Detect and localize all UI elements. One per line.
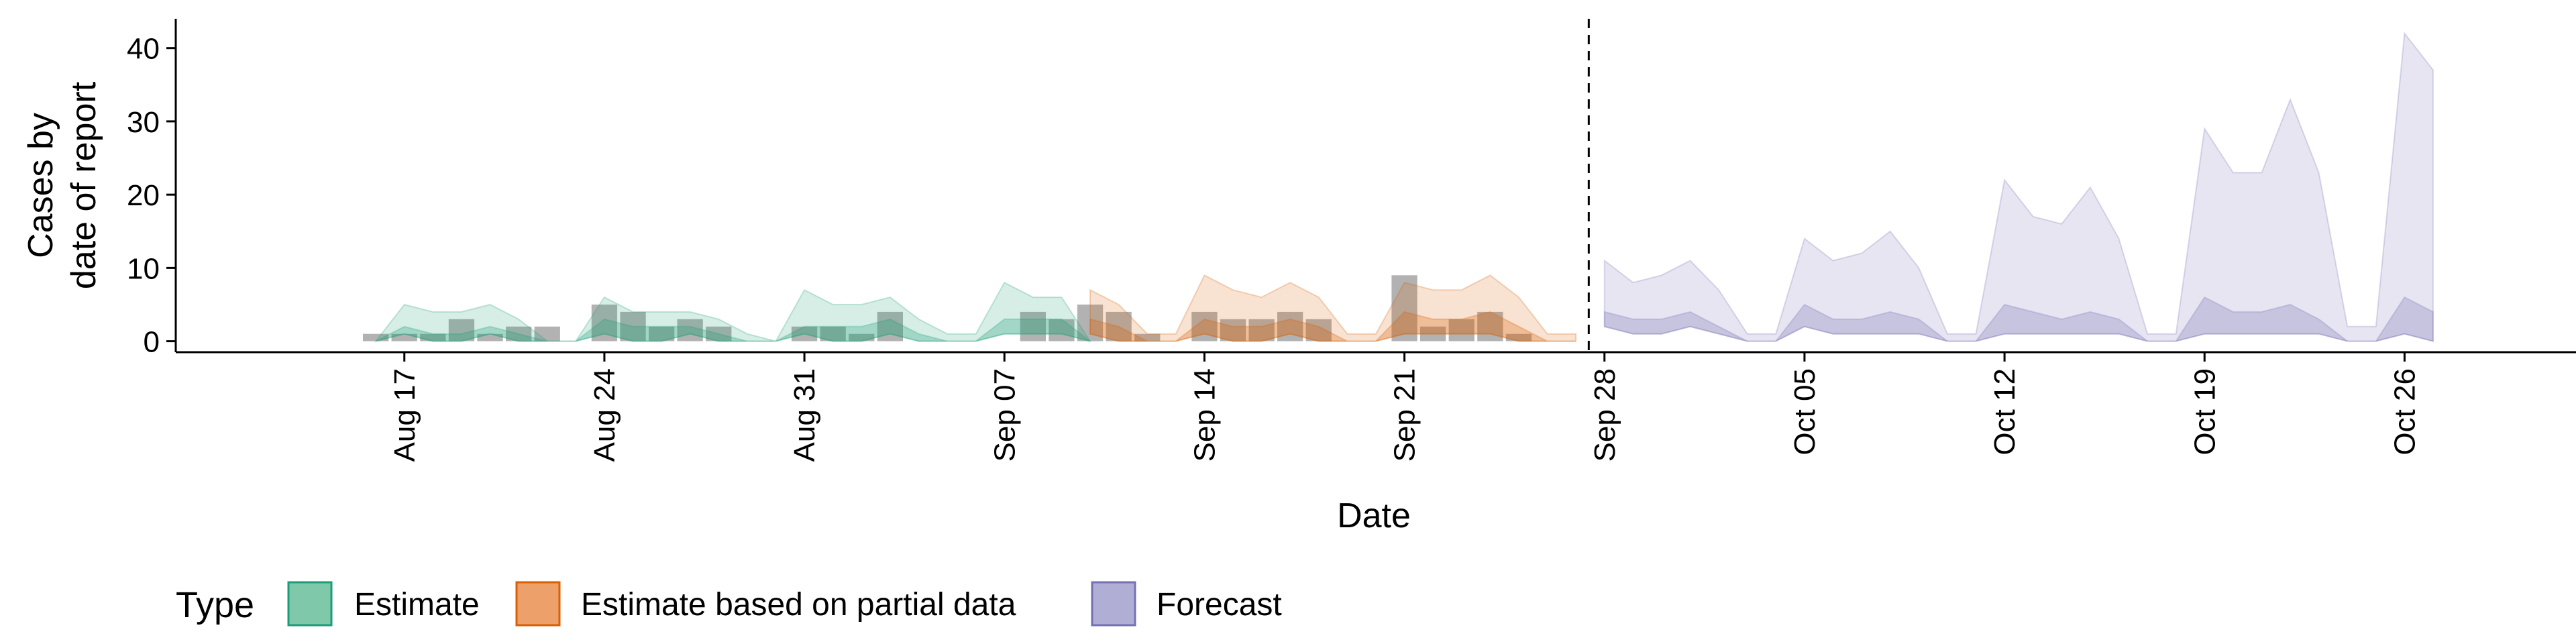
reported-cases-bar (1477, 311, 1503, 341)
reported-cases-bar (849, 333, 875, 341)
reported-cases-bar (591, 305, 618, 341)
reported-cases-bar (1505, 333, 1532, 341)
reported-cases-bar (506, 326, 532, 341)
reported-cases-bar (534, 326, 560, 341)
legend-key-partial (515, 581, 561, 627)
reported-cases-bar (1191, 311, 1218, 341)
y-axis-title: Cases by date of report (21, 81, 103, 289)
x-tick-label: Oct 05 (1788, 368, 1821, 455)
reported-cases-bar (477, 333, 503, 341)
reported-cases-bar (1391, 275, 1417, 341)
x-tick-label: Oct 19 (2188, 368, 2221, 455)
x-axis-title: Date (1337, 496, 1411, 535)
reported-cases-bar (1077, 305, 1104, 341)
x-tick-label: Sep 07 (988, 368, 1021, 462)
forecast-inner-band (1603, 296, 2434, 342)
x-tick-label: Oct 26 (2388, 368, 2421, 455)
reported-cases-bar (706, 326, 732, 341)
reported-cases-bar (420, 333, 446, 341)
x-tick-label: Sep 21 (1389, 368, 1421, 462)
estimate-outer-band (374, 281, 1092, 343)
reported-cases-bar (1248, 319, 1275, 341)
reported-cases-bar (391, 333, 417, 341)
reported-cases-bar (649, 326, 675, 341)
y-axis-title-line-2: date of report (64, 81, 103, 289)
estimate-inner-band (375, 318, 1091, 342)
reported-cases-bar (363, 333, 389, 341)
x-tick-label: Aug 24 (588, 368, 621, 462)
estimate-based-on-partial-data-outer-band (1089, 274, 1577, 342)
reported-cases-bar (1277, 311, 1303, 341)
reported-cases-bar (1420, 326, 1446, 341)
legend-title: Type (176, 585, 254, 625)
y-tick-label: 10 (127, 252, 160, 285)
y-tick-label: 0 (144, 326, 160, 359)
reported-cases-bar (877, 311, 903, 341)
reported-cases-bar (791, 326, 818, 341)
x-tick-label: Sep 28 (1589, 368, 1621, 462)
reported-cases-bar (1305, 319, 1332, 341)
legend-key-estimate (287, 581, 333, 627)
x-tick-label: Oct 12 (1988, 368, 2021, 455)
reported-cases-bar (448, 319, 475, 341)
y-axis-title-line-1: Cases by (21, 113, 60, 258)
x-tick-label: Aug 17 (388, 368, 421, 462)
reported-cases-bar (677, 319, 703, 341)
axes: 0 10 20 30 40 Aug 17 Aug 24 Aug 31 Sep 07 Sep 14 S… (127, 19, 2576, 462)
reported-cases-bar (1020, 311, 1046, 341)
legend-key-forecast (1091, 581, 1136, 627)
estimate-based-on-partial-data-inner-band (1089, 311, 1576, 342)
reported-cases-bar (1220, 319, 1246, 341)
y-tick-label: 20 (127, 179, 160, 212)
reported-cases-bar (1448, 319, 1474, 341)
x-tick-label: Sep 14 (1188, 368, 1221, 462)
reported-cases-bar (620, 311, 646, 341)
legend-label-partial: Estimate based on partial data (581, 587, 1016, 623)
x-tick-label: Aug 31 (788, 368, 821, 462)
reported-cases-bar (1106, 311, 1132, 341)
reported-cases-bar (1134, 333, 1161, 341)
reported-cases-bar (820, 326, 846, 341)
legend-label-estimate: Estimate (354, 587, 480, 623)
forecast-outer-band (1603, 32, 2434, 342)
legend-label-forecast: Forecast (1157, 587, 1282, 623)
plot-area (363, 19, 2434, 352)
y-tick-label: 30 (127, 106, 160, 139)
y-tick-label: 40 (127, 33, 160, 66)
legend: Type Estimate Estimate based on partial … (176, 581, 1282, 627)
reported-cases-bar (1049, 319, 1075, 341)
